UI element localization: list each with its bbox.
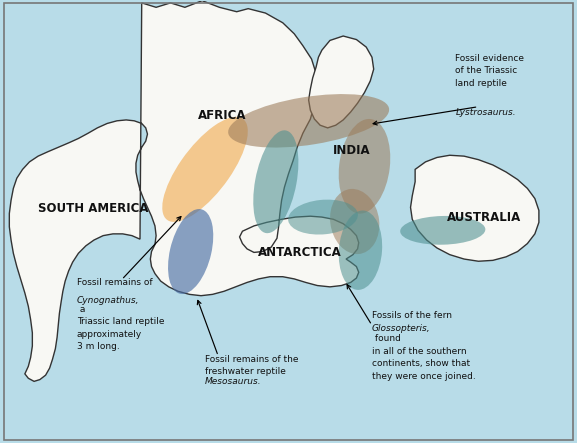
Text: SOUTH AMERICA: SOUTH AMERICA xyxy=(38,202,148,215)
Ellipse shape xyxy=(288,200,358,234)
Text: Fossil remains of: Fossil remains of xyxy=(77,278,152,297)
Polygon shape xyxy=(9,1,359,381)
Text: Lystrosaurus.: Lystrosaurus. xyxy=(455,108,516,117)
Ellipse shape xyxy=(330,189,379,254)
Ellipse shape xyxy=(339,210,382,290)
Ellipse shape xyxy=(253,130,298,233)
Ellipse shape xyxy=(339,119,390,214)
Text: Mesosaurus.: Mesosaurus. xyxy=(205,377,261,386)
Text: Fossils of the fern: Fossils of the fern xyxy=(372,311,452,320)
Text: Fossil evidence
of the Triassic
land reptile: Fossil evidence of the Triassic land rep… xyxy=(455,54,524,88)
Text: a
Triassic land reptile
approximately
3 m long.: a Triassic land reptile approximately 3 … xyxy=(77,304,164,351)
Ellipse shape xyxy=(162,117,248,222)
Polygon shape xyxy=(410,155,539,261)
Text: AFRICA: AFRICA xyxy=(198,109,246,122)
Ellipse shape xyxy=(228,94,389,148)
Text: Fossil remains of the
freshwater reptile: Fossil remains of the freshwater reptile xyxy=(205,355,298,377)
Text: Glossopteris,: Glossopteris, xyxy=(372,324,430,333)
Text: INDIA: INDIA xyxy=(333,144,370,157)
Text: Cynognathus,: Cynognathus, xyxy=(77,295,139,305)
Ellipse shape xyxy=(168,209,213,294)
Text: ANTARCTICA: ANTARCTICA xyxy=(258,246,342,259)
Text: found
in all of the southern
continents, show that
they were once joined.: found in all of the southern continents,… xyxy=(372,334,475,381)
Ellipse shape xyxy=(400,216,485,245)
Text: AUSTRALIA: AUSTRALIA xyxy=(447,210,522,224)
Polygon shape xyxy=(309,36,374,128)
